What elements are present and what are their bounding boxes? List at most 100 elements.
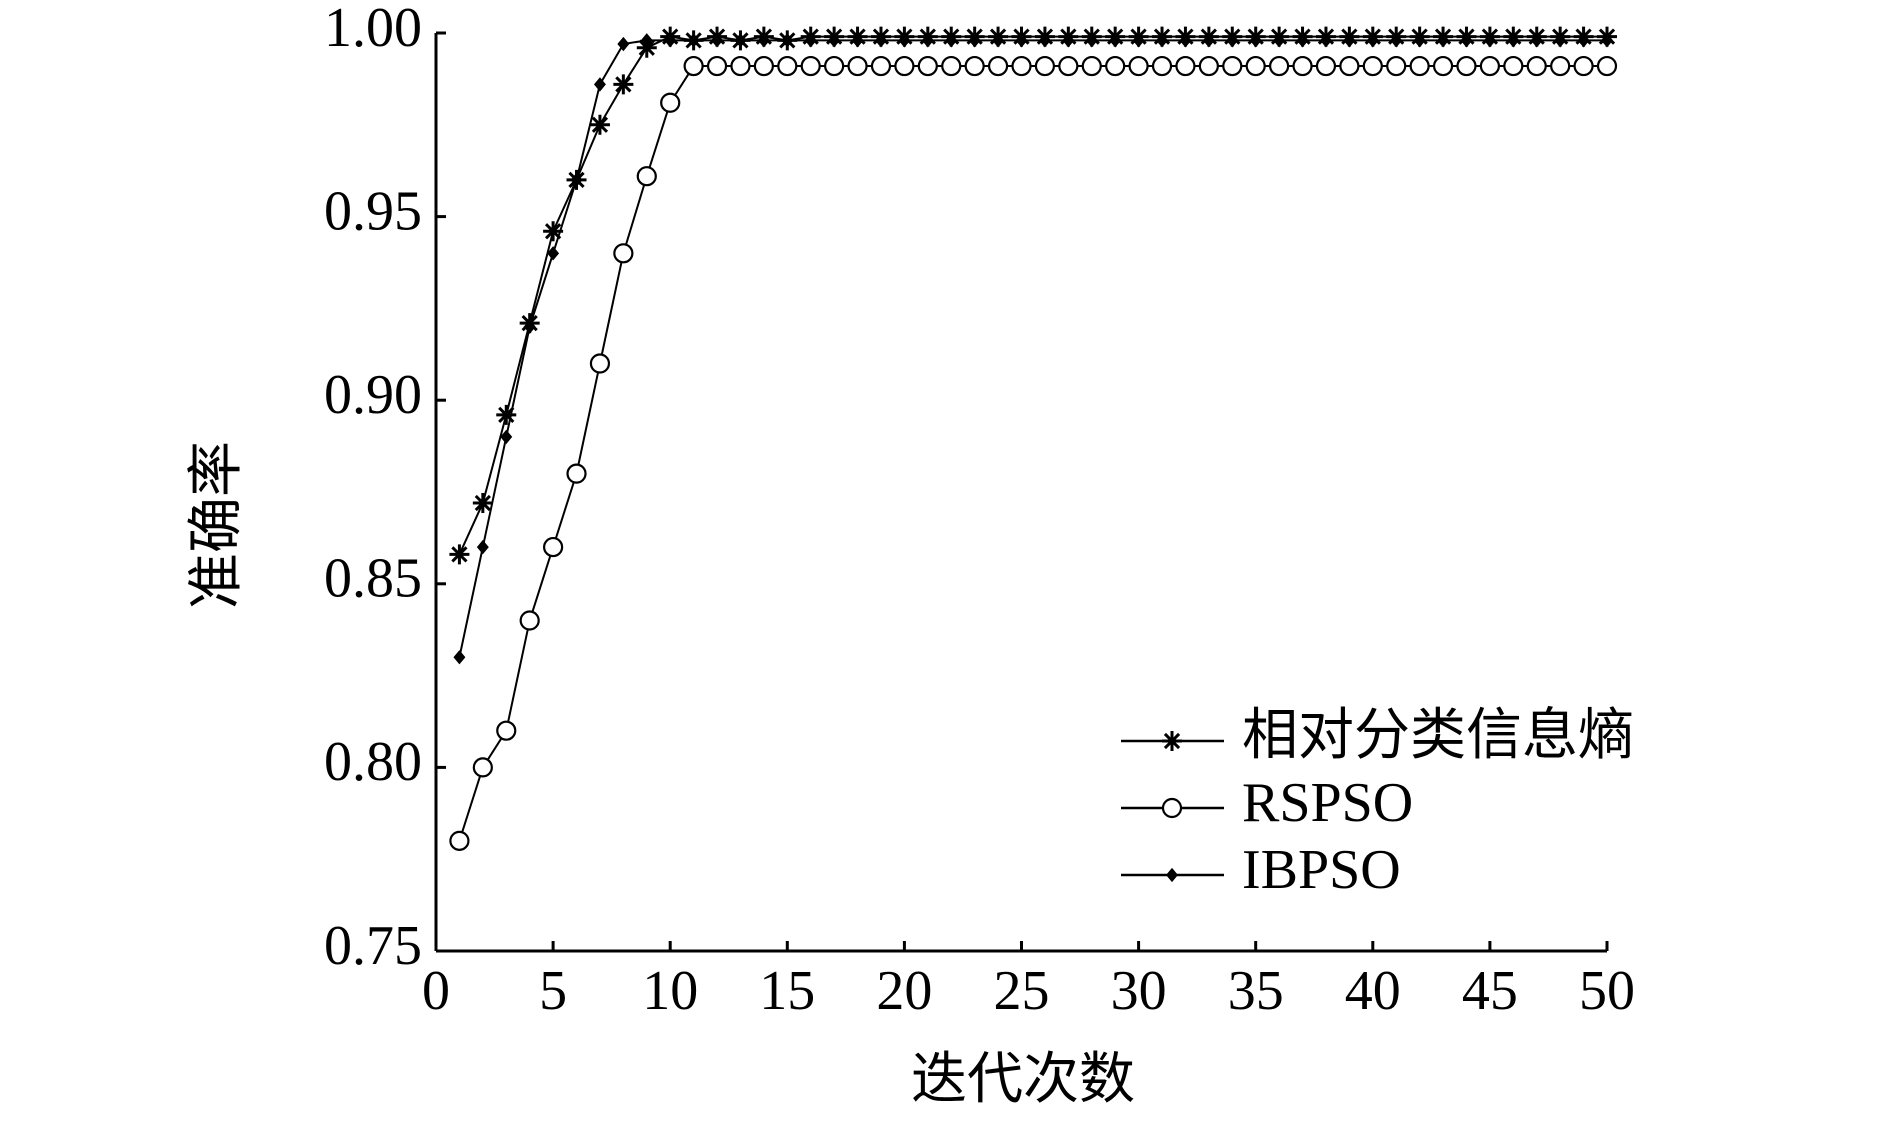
data-point [547, 246, 560, 261]
data-point [1038, 33, 1051, 48]
y-tick-label: 0.80 [324, 731, 422, 793]
data-point [804, 33, 817, 48]
data-point [1601, 33, 1613, 48]
data-point [964, 55, 985, 77]
y-tick-label: 0.85 [324, 548, 422, 610]
data-point [894, 55, 915, 77]
data-point [1011, 55, 1032, 77]
data-point [523, 319, 536, 334]
data-point [1151, 55, 1173, 77]
data-point [1249, 33, 1262, 48]
y-tick-label: 0.90 [324, 364, 422, 426]
data-point [636, 166, 657, 187]
data-point [734, 33, 747, 48]
data-point [941, 55, 962, 77]
y-tick-label: 0.95 [324, 180, 422, 242]
legend-marker [1166, 867, 1178, 883]
data-point [1105, 55, 1126, 77]
x-axis-label: 迭代次数 [911, 1049, 1135, 1111]
x-tick-label: 35 [1228, 960, 1284, 1022]
data-point [777, 55, 798, 77]
data-point [921, 33, 934, 48]
legend-label: 相对分类信息熵 [1242, 705, 1634, 767]
data-point [543, 221, 564, 242]
data-point [917, 55, 938, 77]
x-tick-label: 10 [642, 960, 698, 1022]
data-point [870, 55, 892, 77]
data-point [847, 55, 868, 77]
data-point [1409, 55, 1430, 77]
data-point [1526, 55, 1547, 77]
data-point [566, 463, 587, 484]
data-point [570, 172, 583, 188]
data-point [1202, 33, 1215, 48]
data-point [1437, 33, 1450, 48]
data-point [1222, 55, 1243, 77]
data-point [617, 36, 630, 52]
x-tick-label: 25 [994, 960, 1050, 1022]
data-point [1573, 55, 1594, 77]
data-point [1319, 33, 1332, 48]
data-point [1179, 33, 1192, 48]
data-point [968, 33, 981, 48]
data-point [1413, 33, 1426, 48]
data-point [757, 33, 770, 48]
data-point [1343, 33, 1356, 48]
data-point [824, 55, 845, 77]
data-point [542, 536, 564, 558]
data-point [589, 114, 610, 135]
data-point [1390, 33, 1403, 48]
data-point [1175, 55, 1196, 77]
data-point [636, 37, 657, 58]
data-point [476, 539, 489, 555]
data-point [519, 610, 540, 631]
data-point [1269, 55, 1290, 77]
data-point [640, 33, 653, 48]
data-point [1128, 55, 1149, 77]
data-point [593, 77, 606, 92]
data-point [1366, 33, 1379, 48]
legend-label: RSPSO [1242, 772, 1413, 834]
data-point [687, 33, 700, 48]
data-point [683, 55, 704, 77]
data-point [1109, 33, 1122, 48]
data-point [1062, 33, 1075, 48]
x-tick-label: 40 [1345, 960, 1401, 1022]
x-tick-label: 5 [539, 960, 567, 1022]
data-point [1273, 33, 1286, 48]
data-point [800, 55, 821, 77]
data-point [753, 55, 774, 77]
data-point [1596, 55, 1618, 77]
data-point [828, 33, 841, 48]
data-point [496, 720, 517, 741]
data-point [1362, 55, 1383, 77]
data-point [1432, 55, 1454, 77]
data-point [945, 33, 958, 48]
data-point [1015, 33, 1028, 48]
data-point [1503, 55, 1524, 77]
data-point [711, 33, 724, 48]
data-point [1483, 33, 1496, 48]
data-point [875, 33, 887, 48]
data-point [453, 650, 466, 665]
data-point [1479, 55, 1501, 77]
data-point [1132, 33, 1145, 48]
data-point [472, 493, 493, 514]
data-point [1198, 55, 1219, 77]
data-point [1226, 33, 1239, 48]
series-line [458, 39, 1607, 658]
legend-marker [1161, 797, 1183, 819]
data-point [449, 830, 470, 851]
data-point [1530, 33, 1543, 48]
data-point [500, 429, 513, 445]
data-point [1339, 55, 1360, 77]
data-point [1577, 33, 1590, 48]
legend-marker [1162, 731, 1182, 751]
data-point [1292, 55, 1313, 77]
data-point [1315, 55, 1337, 77]
data-point [660, 92, 681, 113]
data-point [851, 33, 864, 48]
data-point [1245, 55, 1266, 77]
data-point [613, 74, 634, 95]
data-point [1456, 55, 1477, 77]
